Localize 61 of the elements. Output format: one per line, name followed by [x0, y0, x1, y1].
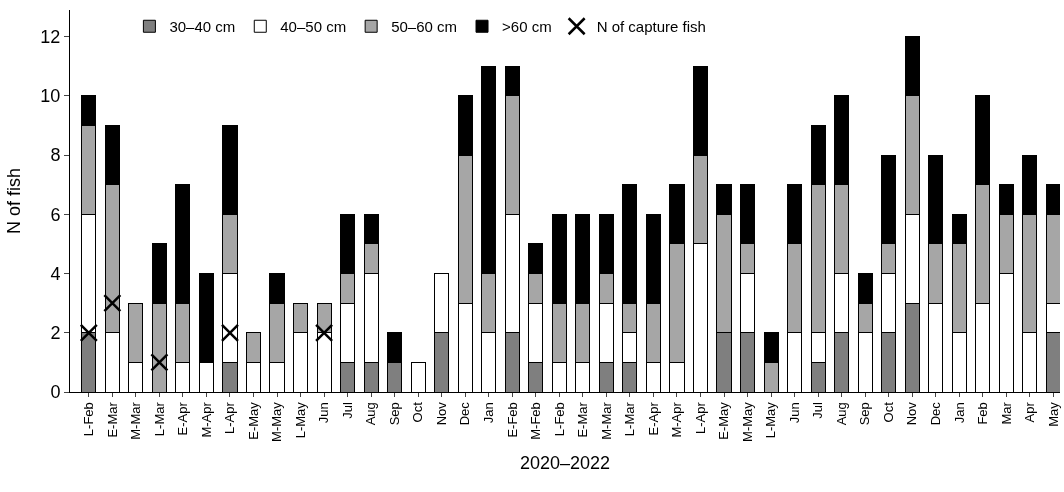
x-tick-label: M-Mar [128, 401, 144, 440]
x-tick-label: May [1045, 401, 1061, 427]
x-tick-label: Oct [880, 401, 896, 423]
x-tick-label: M-May [269, 401, 285, 442]
x-tick-label: M-May [739, 401, 755, 442]
y-tick-label: 4 [50, 263, 61, 284]
x-tick-label: Aug [833, 402, 849, 426]
x-tick-label: M-Apr [669, 401, 685, 438]
x-tick-label: E-Apr [645, 401, 661, 436]
x-tick-label: L-Feb [81, 402, 97, 437]
point [79, 323, 99, 343]
x-tick-label: Oct [410, 401, 426, 423]
y-axis-title: N of fish [3, 167, 24, 235]
legend-label: 50–60 cm [391, 18, 458, 36]
point [314, 323, 334, 343]
x-tick-label: L-Mar [622, 401, 638, 437]
y-tick-label: 12 [40, 26, 61, 47]
legend-label: 40–50 cm [280, 18, 347, 36]
x-tick-label: Apr [1022, 401, 1038, 423]
y-tick-label: 10 [40, 86, 61, 107]
x-tick-label: Mar [998, 401, 1014, 425]
x-tick-label: Jan [951, 402, 967, 424]
x-tick-label: Jul [810, 402, 826, 419]
x-tick-label: E-Apr [175, 401, 191, 436]
x-tick-label: M-Mar [598, 401, 614, 440]
x-tick-label: Nov [433, 401, 449, 426]
x-axis-title: 2020–2022 [519, 453, 611, 474]
x-tick-label: E-Mar [104, 401, 120, 438]
x-tick-label: L-May [292, 401, 308, 439]
x-tick-label: Dec [457, 401, 473, 426]
x-tick-label: L-May [763, 401, 779, 439]
x-tick-label: E-May [716, 401, 732, 440]
point [150, 353, 169, 372]
y-tick-label: 6 [50, 204, 61, 225]
x-tick-label: Jan [480, 402, 496, 424]
x-tick-label: Dec [928, 401, 944, 426]
point [103, 293, 122, 313]
y-tick-label: 0 [50, 382, 61, 403]
x-tick-label: E-Feb [504, 402, 520, 438]
y-tick-label: 2 [50, 323, 61, 344]
x-tick-label: Jun [786, 402, 802, 424]
y-tick-label: 8 [50, 145, 61, 166]
point [220, 323, 240, 343]
x-tick-label: E-Mar [575, 401, 591, 438]
x-tick-label: L-Feb [551, 402, 567, 437]
legend-label: >60 cm [502, 18, 552, 36]
x-tick-label: Aug [363, 402, 379, 426]
x-tick-label: Sep [857, 402, 873, 426]
x-tick-label: E-May [245, 401, 261, 440]
x-tick-label: Sep [386, 402, 402, 426]
x-tick-label: M-Apr [198, 401, 214, 438]
x-tick-label: Jul [339, 402, 355, 419]
x-tick-label: Nov [904, 401, 920, 426]
x-tick-label: L-Apr [222, 401, 238, 434]
x-tick-label: M-Feb [528, 402, 544, 440]
legend-label: N of capture fish [596, 18, 706, 36]
legend-label: 30–40 cm [169, 18, 236, 36]
x-tick-label: L-Mar [151, 401, 167, 437]
x-tick-label: Feb [975, 402, 991, 425]
x-tick-label: Jun [316, 402, 332, 424]
x-tick-label: L-Apr [692, 401, 708, 434]
